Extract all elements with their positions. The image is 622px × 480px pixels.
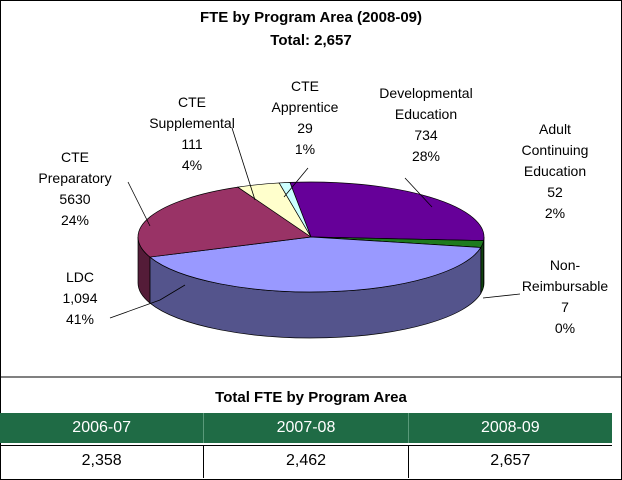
pie-slice — [289, 181, 485, 242]
slice-percent: 1% — [295, 141, 315, 157]
leader-line — [127, 181, 151, 227]
leader-line — [283, 167, 309, 198]
pie-side — [480, 240, 484, 295]
column-header: 2006-07 — [72, 419, 132, 436]
slice-name: LDC — [66, 269, 94, 285]
pie — [137, 181, 485, 339]
slice-percent: 41% — [66, 311, 94, 327]
slice-fte: 1,094 — [62, 290, 97, 306]
slice-fte: 5630 — [59, 191, 90, 207]
table-cell: 2,462 — [203, 445, 408, 478]
slice-percent: 28% — [412, 148, 440, 164]
slice-percent: 0% — [555, 320, 575, 336]
column-header: 2008-09 — [407, 413, 612, 443]
slice-fte: 29 — [297, 120, 313, 136]
table-body: 2,358 2,462 2,657 — [0, 445, 612, 478]
slice-fte: 734 — [414, 127, 438, 143]
slice-percent: 4% — [182, 157, 202, 173]
slice-percent: 24% — [61, 212, 89, 228]
pie-slice — [278, 182, 312, 238]
chart-title: FTE by Program Area (2008-09) — [200, 9, 422, 26]
slice-name: CTE Supplemental — [149, 94, 235, 131]
table-title: Total FTE by Program Area — [215, 389, 407, 406]
table-cell: 2,657 — [407, 445, 612, 478]
slice-name: CTE Apprentice — [272, 78, 339, 115]
table-cell: 2,358 — [0, 445, 204, 478]
leader-line — [404, 177, 433, 208]
leader-line — [482, 293, 521, 299]
table-header: 2006-07 2007-08 2008-09 — [0, 413, 612, 443]
slice-fte: 7 — [561, 299, 569, 315]
slice-name: Non-Reimbursable — [522, 257, 609, 294]
pie-slice — [137, 186, 312, 258]
pie-slice — [149, 236, 482, 293]
slice-name: CTE Preparatory — [38, 149, 111, 186]
slice-fte: 52 — [547, 184, 563, 200]
leader-line — [109, 284, 186, 319]
chart-subtitle: Total: 2,657 — [270, 32, 351, 49]
slice-name: Developmental Education — [379, 85, 472, 122]
slice-name: Adult Continuing Education — [522, 121, 589, 179]
leader-line — [231, 127, 256, 201]
column-header: 2007-08 — [203, 413, 407, 443]
slice-fte: 111 — [181, 136, 202, 152]
slice-percent: 2% — [545, 205, 565, 221]
